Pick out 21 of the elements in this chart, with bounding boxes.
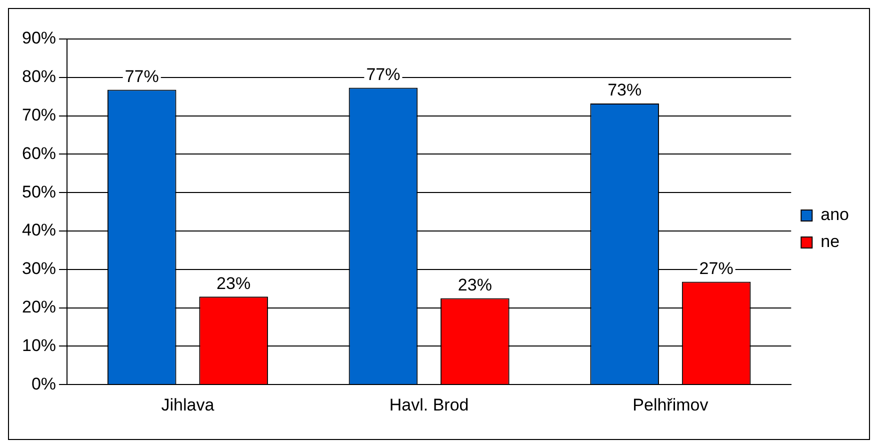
- y-tick-label: 90%: [22, 28, 56, 48]
- y-tick-label: 20%: [22, 297, 56, 316]
- data-label: 27%: [699, 258, 734, 278]
- legend-label: ne: [820, 232, 840, 252]
- x-tick-label: Havl. Brod: [389, 395, 469, 414]
- x-tick-label: Jihlava: [161, 395, 215, 414]
- data-label: 77%: [124, 66, 159, 86]
- y-tick-label: 60%: [22, 144, 56, 163]
- y-tick-label: 30%: [22, 259, 56, 278]
- data-label: 73%: [608, 80, 642, 100]
- y-tick-label: 40%: [22, 220, 56, 240]
- y-tick-label: 80%: [22, 67, 56, 86]
- legend-label: ano: [820, 205, 850, 224]
- x-tick-label: Pelhřimov: [632, 395, 709, 414]
- y-tick-label: 50%: [22, 182, 56, 202]
- y-tick-label: 0%: [31, 374, 56, 394]
- y-tick-label: 70%: [22, 105, 56, 124]
- data-label: 23%: [458, 275, 492, 294]
- y-tick-label: 10%: [22, 336, 56, 355]
- data-label: 23%: [216, 274, 251, 293]
- data-label: 77%: [366, 64, 400, 84]
